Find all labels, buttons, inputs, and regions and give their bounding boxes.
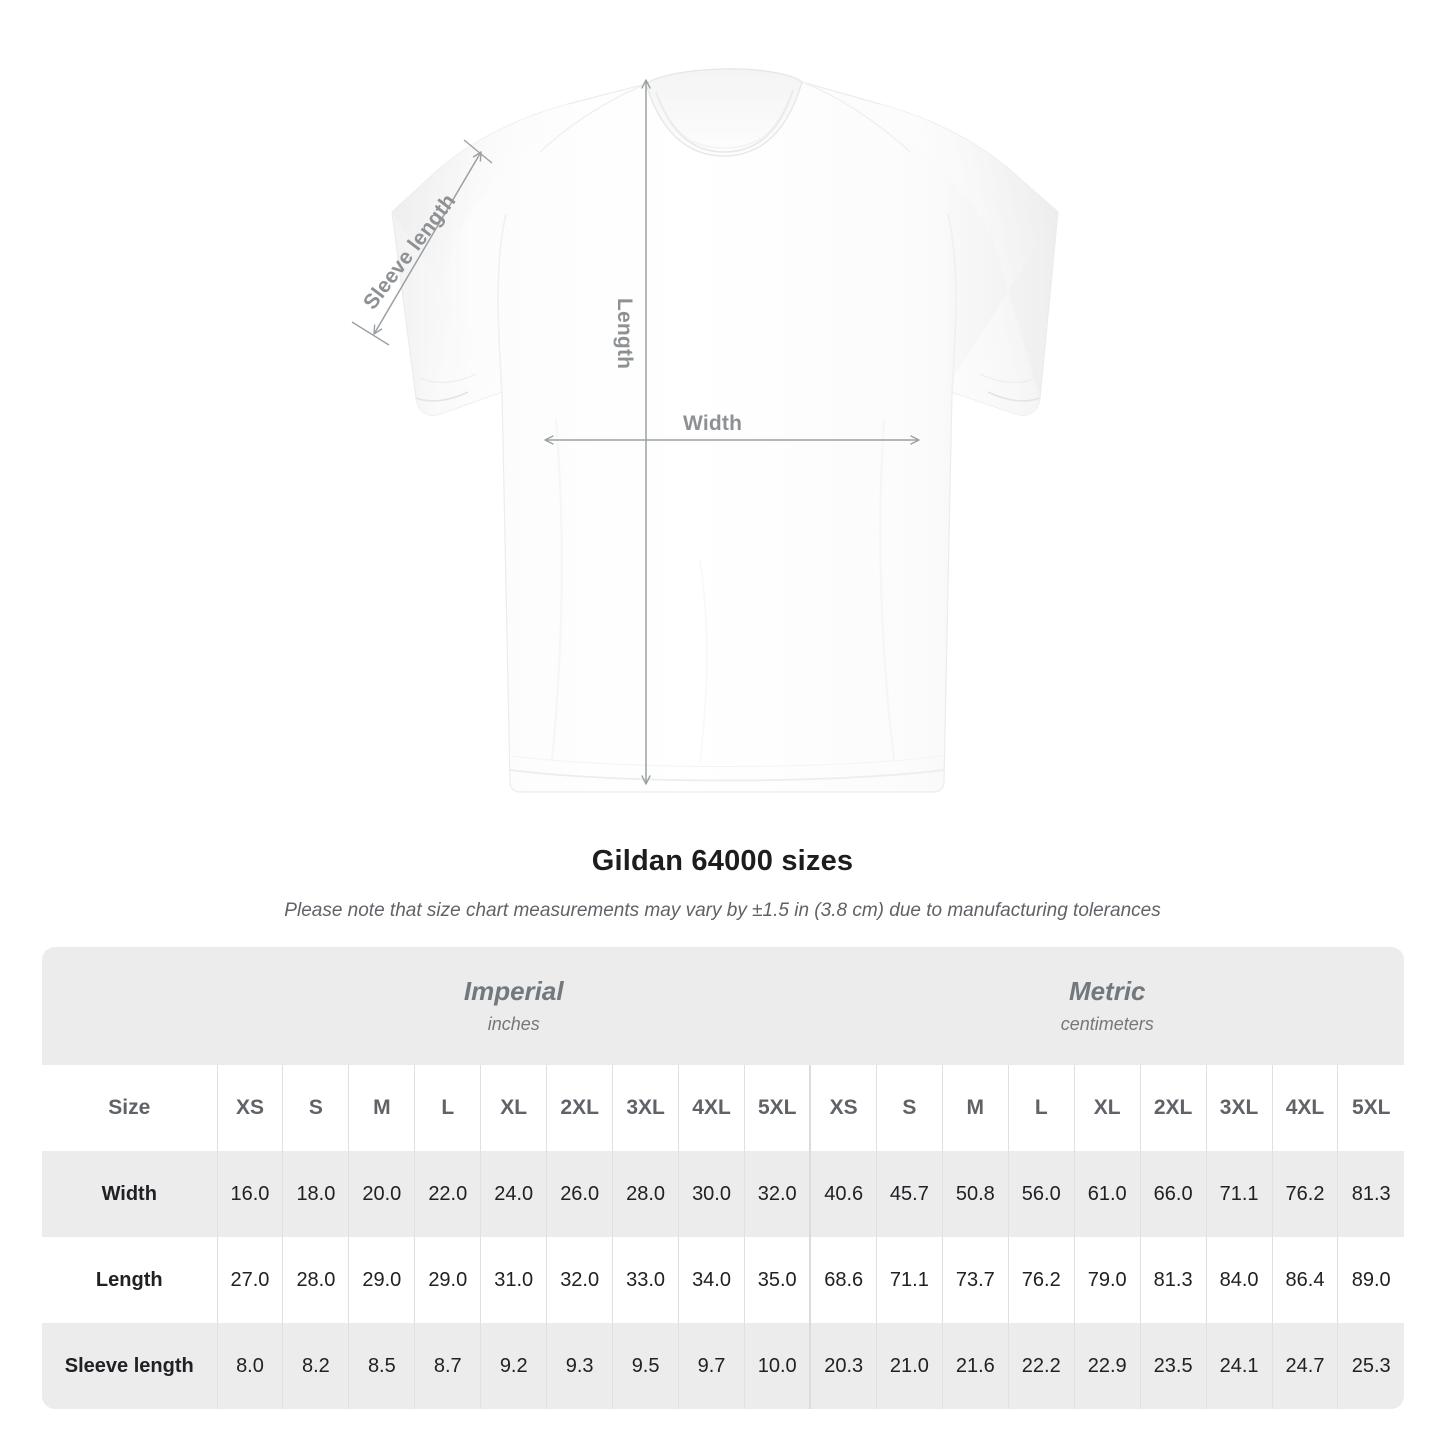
cell-width-imperial-3XL: 28.0 <box>612 1151 679 1237</box>
cell-length-metric-2XL: 81.3 <box>1139 1237 1207 1323</box>
cell-sleeve-length-imperial-S: 8.2 <box>282 1323 349 1409</box>
cell-sleeve-length-imperial-XS: 8.0 <box>216 1323 283 1409</box>
cell-width-metric-S: 45.7 <box>875 1151 943 1237</box>
cell-sleeve-length-imperial-4XL: 9.7 <box>678 1323 745 1409</box>
cell-sleeve-length-imperial-M: 8.5 <box>348 1323 415 1409</box>
size-header-cell-metric-XS: XS <box>809 1065 877 1151</box>
cell-length-imperial-XL: 31.0 <box>480 1237 547 1323</box>
cell-sleeve-length-imperial-2XL: 9.3 <box>546 1323 613 1409</box>
cell-width-metric-L: 56.0 <box>1007 1151 1075 1237</box>
cell-width-imperial-M: 20.0 <box>348 1151 415 1237</box>
cell-sleeve-length-metric-M: 21.6 <box>941 1323 1009 1409</box>
size-header-cell-metric-S: S <box>875 1065 943 1151</box>
cell-length-metric-XL: 79.0 <box>1073 1237 1141 1323</box>
cell-sleeve-length-metric-L: 22.2 <box>1007 1323 1075 1409</box>
cell-width-metric-4XL: 76.2 <box>1271 1151 1338 1237</box>
cell-width-metric-XS: 40.6 <box>809 1151 877 1237</box>
size-header-cell-metric-L: L <box>1007 1065 1075 1151</box>
size-chart-table: Imperial inches Metric centimeters Size XS S M L… <box>42 947 1404 1409</box>
cell-sleeve-length-metric-4XL: 24.7 <box>1271 1323 1338 1409</box>
size-header-cell-imperial-M: M <box>348 1065 415 1151</box>
size-header-cell-metric-XL: XL <box>1073 1065 1141 1151</box>
cell-width-imperial-4XL: 30.0 <box>678 1151 745 1237</box>
table-row: Width 16.0 18.0 20.0 22.0 24.0 26.0 28.0 30.0 32.… <box>42 1151 1404 1237</box>
unit-row-spacer <box>42 947 217 1065</box>
cell-length-metric-3XL: 84.0 <box>1205 1237 1273 1323</box>
imperial-unit-header: Imperial inches <box>217 947 811 1065</box>
cell-length-metric-L: 76.2 <box>1007 1237 1075 1323</box>
cell-sleeve-length-imperial-3XL: 9.5 <box>612 1323 679 1409</box>
cell-length-imperial-M: 29.0 <box>348 1237 415 1323</box>
size-header-row: Size XS S M L XL 2XL 3XL 4XL 5XL XS S M L XL 2XL 3XL 4XL 5… <box>42 1065 1404 1151</box>
size-header-cell-imperial-L: L <box>414 1065 481 1151</box>
cell-sleeve-length-metric-5XL: 25.3 <box>1337 1323 1404 1409</box>
cell-length-imperial-XS: 27.0 <box>216 1237 283 1323</box>
size-header-cell-imperial-XL: XL <box>480 1065 547 1151</box>
size-chart-table-wrapper: Imperial inches Metric centimeters Size XS S M L… <box>42 947 1404 1409</box>
cell-sleeve-length-imperial-L: 8.7 <box>414 1323 481 1409</box>
cell-width-metric-2XL: 66.0 <box>1139 1151 1207 1237</box>
cell-sleeve-length-metric-3XL: 24.1 <box>1205 1323 1273 1409</box>
row-label-length: Length <box>42 1237 217 1323</box>
cell-width-imperial-5XL: 32.0 <box>744 1151 811 1237</box>
table-row: Length 27.0 28.0 29.0 29.0 31.0 32.0 33.0 34.0 35… <box>42 1237 1404 1323</box>
cell-sleeve-length-metric-XL: 22.9 <box>1073 1323 1141 1409</box>
cell-sleeve-length-imperial-5XL: 10.0 <box>744 1323 811 1409</box>
cell-length-metric-5XL: 89.0 <box>1337 1237 1404 1323</box>
tshirt-illustration <box>351 68 1059 793</box>
size-header-cell-imperial-S: S <box>282 1065 349 1151</box>
page-title: Gildan 64000 sizes <box>591 845 854 877</box>
imperial-unit-sub: inches <box>487 1013 540 1034</box>
tshirt-body-shape <box>391 68 1059 793</box>
width-label: Width <box>683 412 743 435</box>
size-header-label: Size <box>42 1065 217 1151</box>
cell-length-metric-4XL: 86.4 <box>1271 1237 1338 1323</box>
cell-sleeve-length-metric-S: 21.0 <box>875 1323 943 1409</box>
cell-sleeve-length-metric-2XL: 23.5 <box>1139 1323 1207 1409</box>
unit-header-row: Imperial inches Metric centimeters <box>42 947 1404 1065</box>
row-label-sleeve-length: Sleeve length <box>42 1323 217 1409</box>
cell-width-imperial-XL: 24.0 <box>480 1151 547 1237</box>
title-block: Gildan 64000 sizes Please note that size… <box>0 845 1445 922</box>
cell-sleeve-length-imperial-XL: 9.2 <box>480 1323 547 1409</box>
cell-width-imperial-S: 18.0 <box>282 1151 349 1237</box>
imperial-unit-name: Imperial <box>463 976 564 1007</box>
size-header-cell-metric-4XL: 4XL <box>1271 1065 1338 1151</box>
metric-unit-header: Metric centimeters <box>810 947 1404 1065</box>
cell-width-imperial-XS: 16.0 <box>216 1151 283 1237</box>
cell-length-metric-S: 71.1 <box>875 1237 943 1323</box>
row-label-width: Width <box>42 1151 217 1237</box>
cell-length-imperial-S: 28.0 <box>282 1237 349 1323</box>
metric-unit-sub: centimeters <box>1060 1013 1154 1034</box>
sleeve-length-dimension-arrow <box>351 139 493 346</box>
size-header-cell-metric-M: M <box>941 1065 1009 1151</box>
tshirt-diagram: Width Length Sleeve length <box>351 68 1059 793</box>
cell-width-imperial-L: 22.0 <box>414 1151 481 1237</box>
length-label: Length <box>613 298 636 370</box>
metric-unit-name: Metric <box>1068 976 1146 1007</box>
tolerance-note: Please note that size chart measurements… <box>284 900 1161 921</box>
size-header-cell-imperial-5XL: 5XL <box>744 1065 811 1151</box>
cell-length-imperial-5XL: 35.0 <box>744 1237 811 1323</box>
size-header-cell-imperial-4XL: 4XL <box>678 1065 745 1151</box>
size-header-cell-metric-3XL: 3XL <box>1205 1065 1273 1151</box>
size-header-cell-metric-2XL: 2XL <box>1139 1065 1207 1151</box>
cell-length-metric-M: 73.7 <box>941 1237 1009 1323</box>
size-header-cell-imperial-3XL: 3XL <box>612 1065 679 1151</box>
cell-length-imperial-3XL: 33.0 <box>612 1237 679 1323</box>
cell-sleeve-length-metric-XS: 20.3 <box>809 1323 877 1409</box>
cell-length-imperial-4XL: 34.0 <box>678 1237 745 1323</box>
cell-width-metric-5XL: 81.3 <box>1337 1151 1404 1237</box>
size-header-cell-imperial-XS: XS <box>216 1065 283 1151</box>
cell-length-imperial-L: 29.0 <box>414 1237 481 1323</box>
size-header-cell-imperial-2XL: 2XL <box>546 1065 613 1151</box>
cell-width-metric-XL: 61.0 <box>1073 1151 1141 1237</box>
cell-length-metric-XS: 68.6 <box>809 1237 877 1323</box>
cell-length-imperial-2XL: 32.0 <box>546 1237 613 1323</box>
cell-width-metric-3XL: 71.1 <box>1205 1151 1273 1237</box>
cell-width-metric-M: 50.8 <box>941 1151 1009 1237</box>
cell-width-imperial-2XL: 26.0 <box>546 1151 613 1237</box>
table-row: Sleeve length 8.0 8.2 8.5 8.7 9.2 9.3 9.5 9.7 10.… <box>42 1323 1404 1409</box>
size-header-cell-metric-5XL: 5XL <box>1337 1065 1404 1151</box>
